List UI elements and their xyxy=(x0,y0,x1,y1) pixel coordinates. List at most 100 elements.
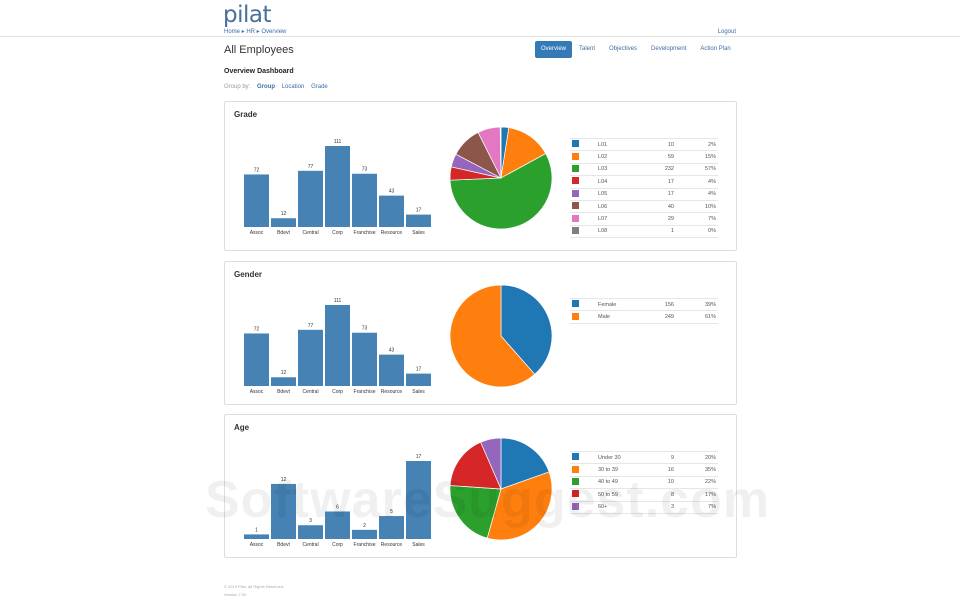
legend-row: Under 30 9 20% xyxy=(570,451,718,465)
legend-percent: 7% xyxy=(676,501,718,514)
legend-label: L02 xyxy=(596,150,646,164)
bar-value-label: 43 xyxy=(389,348,395,354)
pie-slice[interactable] xyxy=(449,284,536,388)
bar[interactable] xyxy=(406,373,431,386)
bar[interactable] xyxy=(325,146,350,227)
legend-percent: 39% xyxy=(676,298,718,312)
legend-count: 3 xyxy=(646,501,676,514)
pie-slice[interactable] xyxy=(449,153,553,230)
bar[interactable] xyxy=(379,195,404,227)
bar-value-label: 2 xyxy=(363,523,366,529)
tab-action-plan[interactable]: Action Plan xyxy=(700,46,731,52)
bar[interactable] xyxy=(244,174,269,227)
bar[interactable] xyxy=(379,516,404,539)
bar[interactable] xyxy=(298,525,323,539)
legend-percent: 20% xyxy=(676,451,718,465)
group-by-label: Group by: xyxy=(224,84,251,90)
bar[interactable] xyxy=(406,214,431,227)
bar[interactable] xyxy=(406,461,431,539)
bar[interactable] xyxy=(298,329,323,386)
bar[interactable] xyxy=(271,377,296,386)
tab-development[interactable]: Development xyxy=(651,46,687,52)
legend-count: 232 xyxy=(646,163,676,177)
legend-count: 10 xyxy=(646,476,676,490)
dashboard-subtitle: Overview Dashboard xyxy=(224,68,294,75)
legend-label: 40 to 49 xyxy=(596,476,646,490)
legend-swatch xyxy=(572,140,579,148)
legend-row: L03 232 57% xyxy=(570,163,718,177)
footer-copyright: © 2019 Pilat. All Rights Reserved. xyxy=(224,584,285,589)
legend-label: L03 xyxy=(596,163,646,177)
legend-label: L06 xyxy=(596,200,646,214)
pie-slice[interactable] xyxy=(449,441,502,490)
breadcrumb[interactable]: Home ▸ HR ▸ Overview xyxy=(224,29,287,35)
bar-value-label: 17 xyxy=(416,208,422,214)
legend-row: L02 59 15% xyxy=(570,150,718,164)
bar-value-label: 1 xyxy=(255,527,258,533)
pie-slice[interactable] xyxy=(486,471,553,541)
legend-percent: 22% xyxy=(676,476,718,490)
pie-slice[interactable] xyxy=(499,126,502,179)
logo[interactable]: pilat xyxy=(223,2,272,28)
legend-row: 50 to 59 8 17% xyxy=(570,488,718,502)
legend-swatch xyxy=(572,226,579,234)
age-panel: Age 1 Assoc 12 Bdevt 3 Central 6 Corp 2 Franchise… xyxy=(224,414,737,558)
bar[interactable] xyxy=(271,218,296,227)
bar[interactable] xyxy=(244,333,269,386)
bar-value-label: 43 xyxy=(389,189,395,195)
bar-category-label: Bdevt xyxy=(277,542,290,548)
legend-row: 40 to 49 10 22% xyxy=(570,476,718,490)
legend-row: 60+ 3 7% xyxy=(570,501,718,514)
group-by-location[interactable]: Location xyxy=(281,84,305,90)
bar[interactable] xyxy=(379,354,404,386)
footer-version: Version 7.00 xyxy=(224,592,247,597)
legend-count: 8 xyxy=(646,488,676,502)
legend-swatch xyxy=(572,312,579,320)
bar[interactable] xyxy=(352,332,377,386)
bar[interactable] xyxy=(271,483,296,539)
legend-label: L08 xyxy=(596,225,646,239)
group-by-group[interactable]: Group xyxy=(257,84,276,90)
tab-talent[interactable]: Talent xyxy=(579,46,596,52)
bar-value-label: 5 xyxy=(390,509,393,515)
legend-swatch xyxy=(572,189,579,197)
legend-count: 9 xyxy=(646,451,676,465)
pie-slice[interactable] xyxy=(500,284,553,375)
legend-row: L05 17 4% xyxy=(570,188,718,201)
bar[interactable] xyxy=(298,170,323,227)
bar-category-label: Resource xyxy=(381,389,403,395)
logout-link[interactable]: Logout xyxy=(717,29,736,35)
bar-category-label: Bdevt xyxy=(277,230,290,236)
legend-count: 17 xyxy=(646,175,676,189)
pie-slice[interactable] xyxy=(449,485,502,539)
legend-count: 1 xyxy=(646,225,676,239)
bar[interactable] xyxy=(352,173,377,227)
bar-value-label: 72 xyxy=(254,326,260,332)
gender-panel: Gender 72 Assoc 12 Bdevt 77 Central 111 Corp 73 F… xyxy=(224,261,737,405)
bar-category-label: Corp xyxy=(332,389,343,395)
legend-row: L08 1 0% xyxy=(570,225,718,239)
legend-swatch xyxy=(572,300,579,308)
bar[interactable] xyxy=(325,511,350,539)
bar[interactable] xyxy=(244,534,269,539)
group-by-grade[interactable]: Grade xyxy=(311,84,328,90)
bar-value-label: 12 xyxy=(281,370,287,376)
bar-value-label: 77 xyxy=(308,164,314,170)
legend-row: 30 to 39 16 35% xyxy=(570,463,718,477)
bar[interactable] xyxy=(352,529,377,539)
pie-slice[interactable] xyxy=(500,437,550,490)
legend-label: L04 xyxy=(596,175,646,189)
legend-row: L04 17 4% xyxy=(570,175,718,189)
legend-percent: 7% xyxy=(676,212,718,226)
legend-percent: 35% xyxy=(676,463,718,477)
legend-row: L01 10 2% xyxy=(570,138,718,152)
bar[interactable] xyxy=(325,305,350,386)
legend-row: Female 156 39% xyxy=(570,298,718,312)
legend-label: Male xyxy=(596,310,646,324)
bar-category-label: Assoc xyxy=(250,389,264,395)
tab-objectives[interactable]: Objectives xyxy=(609,46,638,52)
tab-overview[interactable]: Overview xyxy=(535,41,572,58)
bar-category-label: Central xyxy=(302,230,318,236)
pie-slice[interactable] xyxy=(480,437,502,490)
legend-swatch xyxy=(572,152,579,160)
